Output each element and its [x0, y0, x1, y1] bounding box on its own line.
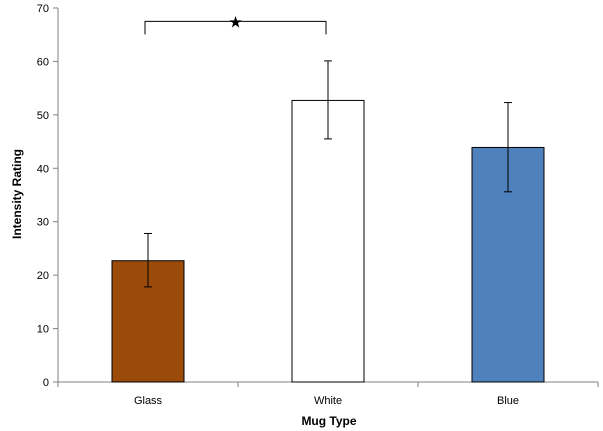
- y-axis-title: Intensity Rating: [10, 149, 24, 239]
- error-bars: [144, 60, 512, 288]
- y-tick-label: 70: [37, 3, 49, 15]
- y-tick-label: 30: [37, 217, 49, 229]
- y-tick-label: 20: [37, 270, 49, 282]
- y-tick-label: 40: [37, 163, 49, 175]
- x-tick-label: White: [314, 395, 342, 407]
- significance-line: [144, 20, 327, 35]
- y-tick-label: 50: [37, 110, 49, 122]
- bar-white: [291, 99, 365, 383]
- y-axis: 0 10 20 30 40 50 60 70: [37, 3, 59, 389]
- significance-bracket: ★: [144, 12, 327, 35]
- x-tick-label: Glass: [134, 395, 163, 407]
- x-axis-title: Mug Type: [301, 414, 356, 428]
- x-axis: Glass White Blue: [57, 381, 599, 407]
- y-tick-label: 0: [43, 377, 49, 389]
- significance-star-icon: ★: [228, 12, 242, 31]
- y-tick-label: 60: [37, 56, 49, 68]
- y-tick-label: 10: [37, 324, 49, 336]
- x-tick-label: Blue: [497, 395, 519, 407]
- bars: [111, 99, 545, 383]
